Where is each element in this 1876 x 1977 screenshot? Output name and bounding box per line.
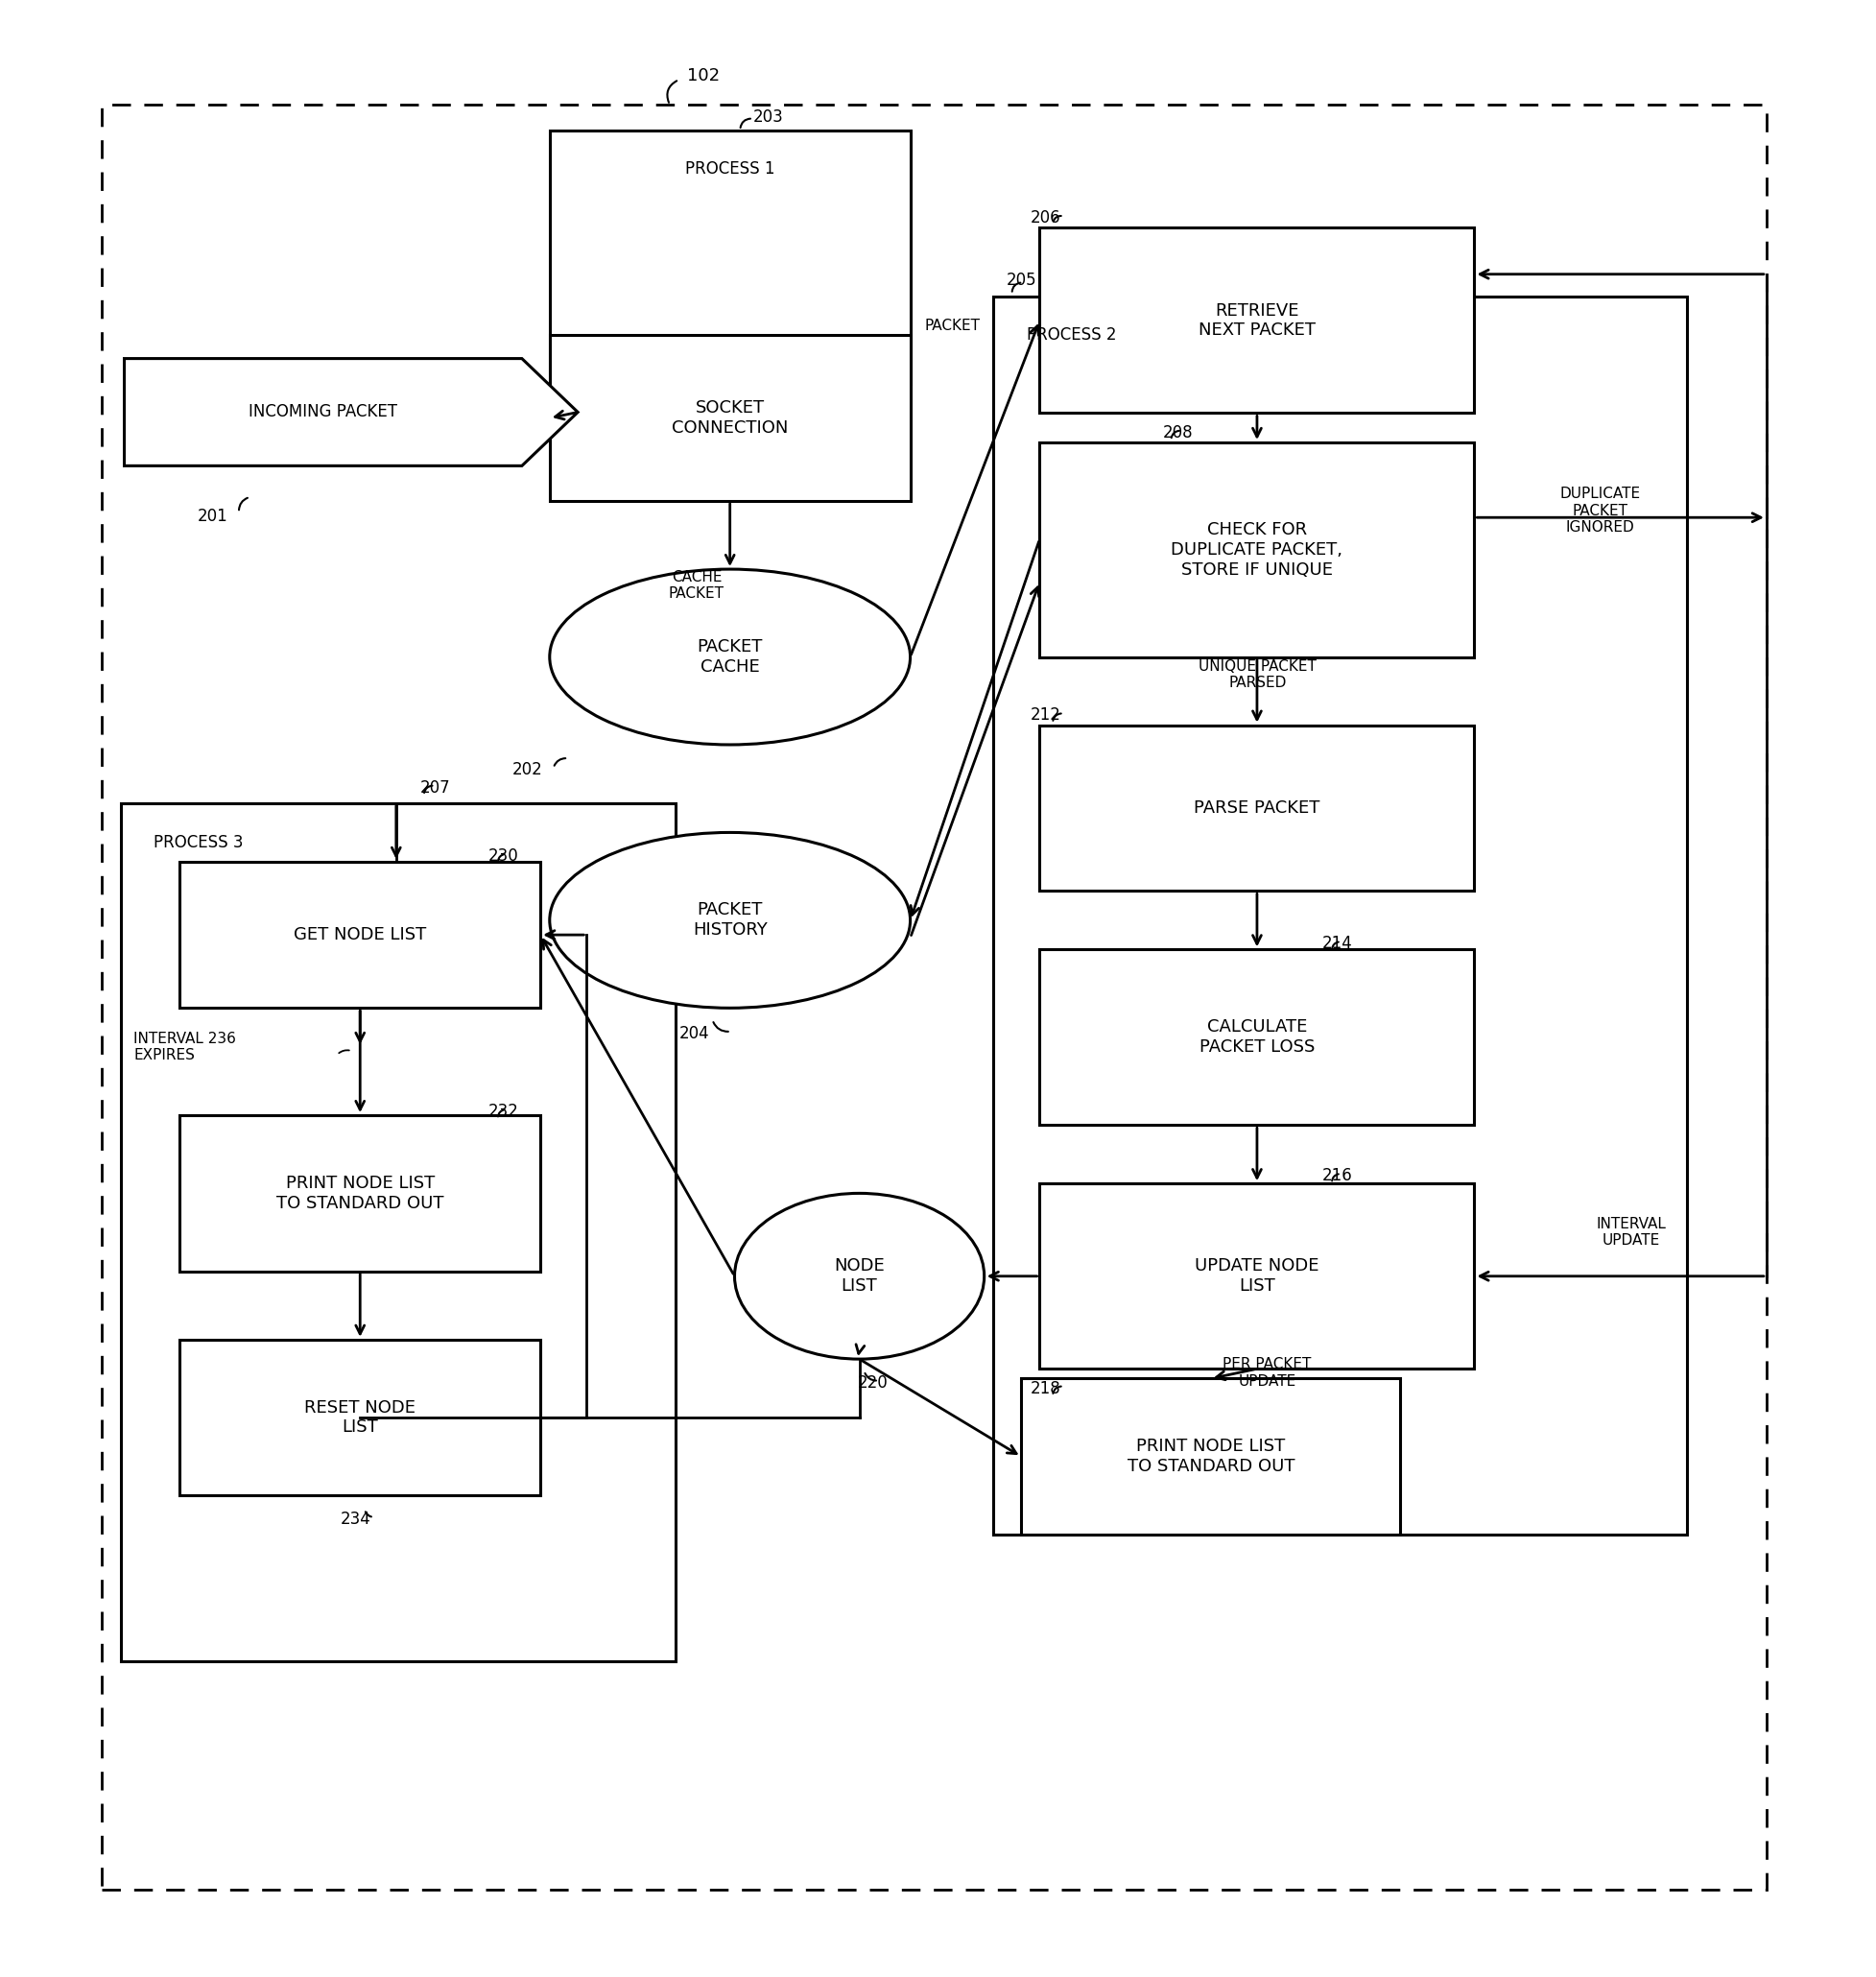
- Text: PROCESS 3: PROCESS 3: [154, 834, 244, 850]
- Text: PRINT NODE LIST
TO STANDARD OUT: PRINT NODE LIST TO STANDARD OUT: [276, 1174, 445, 1212]
- Text: 218: 218: [1030, 1380, 1060, 1398]
- Text: CALCULATE
PACKET LOSS: CALCULATE PACKET LOSS: [1199, 1018, 1315, 1056]
- Bar: [180, 862, 540, 1008]
- Bar: [1039, 949, 1475, 1125]
- Ellipse shape: [550, 832, 910, 1008]
- Text: 207: 207: [420, 779, 450, 797]
- Text: 220: 220: [857, 1374, 889, 1392]
- Bar: [1039, 227, 1475, 413]
- Text: PACKET
CACHE: PACKET CACHE: [698, 639, 764, 676]
- Bar: [1039, 726, 1475, 892]
- Text: PACKET: PACKET: [925, 318, 981, 332]
- Bar: [550, 336, 910, 500]
- Text: 202: 202: [512, 761, 542, 779]
- Text: INCOMING PACKET: INCOMING PACKET: [250, 403, 398, 421]
- Text: RESET NODE
LIST: RESET NODE LIST: [304, 1400, 416, 1435]
- Text: PACKET
HISTORY: PACKET HISTORY: [692, 902, 767, 939]
- Polygon shape: [124, 358, 578, 467]
- Text: 203: 203: [752, 109, 782, 125]
- Text: INTERVAL
UPDATE: INTERVAL UPDATE: [1596, 1216, 1666, 1247]
- Bar: [1039, 1184, 1475, 1368]
- Bar: [180, 1340, 540, 1495]
- Text: UNIQUE PACKET
PARSED: UNIQUE PACKET PARSED: [1199, 658, 1317, 690]
- Text: 230: 230: [488, 848, 518, 864]
- Text: 214: 214: [1323, 935, 1353, 953]
- Text: PROCESS 2: PROCESS 2: [1026, 326, 1116, 344]
- Text: 216: 216: [1323, 1166, 1353, 1184]
- Text: DUPLICATE
PACKET
IGNORED: DUPLICATE PACKET IGNORED: [1559, 486, 1640, 534]
- Text: PRINT NODE LIST
TO STANDARD OUT: PRINT NODE LIST TO STANDARD OUT: [1127, 1437, 1294, 1475]
- Text: 102: 102: [687, 67, 720, 85]
- Text: PER PACKET
UPDATE: PER PACKET UPDATE: [1223, 1356, 1311, 1388]
- Bar: [1021, 1378, 1399, 1534]
- Text: 201: 201: [197, 508, 229, 526]
- Text: CACHE
PACKET: CACHE PACKET: [670, 569, 724, 601]
- Text: UPDATE NODE
LIST: UPDATE NODE LIST: [1195, 1257, 1319, 1295]
- Bar: [994, 297, 1687, 1534]
- Text: RETRIEVE
NEXT PACKET: RETRIEVE NEXT PACKET: [1199, 302, 1315, 340]
- Bar: [550, 130, 910, 384]
- Bar: [120, 803, 675, 1661]
- Text: NODE
LIST: NODE LIST: [835, 1257, 885, 1295]
- Text: PARSE PACKET: PARSE PACKET: [1193, 799, 1321, 817]
- Text: 212: 212: [1030, 708, 1060, 724]
- Bar: [180, 1115, 540, 1271]
- Text: 206: 206: [1030, 210, 1060, 227]
- Text: INTERVAL 236
EXPIRES: INTERVAL 236 EXPIRES: [133, 1032, 236, 1062]
- Ellipse shape: [550, 569, 910, 745]
- Text: 232: 232: [488, 1103, 518, 1121]
- Text: SOCKET
CONNECTION: SOCKET CONNECTION: [672, 399, 788, 437]
- Ellipse shape: [735, 1194, 985, 1358]
- Text: 234: 234: [340, 1510, 371, 1528]
- Text: 208: 208: [1163, 423, 1193, 441]
- Text: 204: 204: [679, 1024, 709, 1042]
- Bar: [1039, 443, 1475, 656]
- Text: PROCESS 1: PROCESS 1: [685, 160, 775, 178]
- Text: GET NODE LIST: GET NODE LIST: [295, 927, 426, 943]
- Text: 205: 205: [1006, 273, 1036, 289]
- Text: CHECK FOR
DUPLICATE PACKET,
STORE IF UNIQUE: CHECK FOR DUPLICATE PACKET, STORE IF UNI…: [1171, 522, 1343, 577]
